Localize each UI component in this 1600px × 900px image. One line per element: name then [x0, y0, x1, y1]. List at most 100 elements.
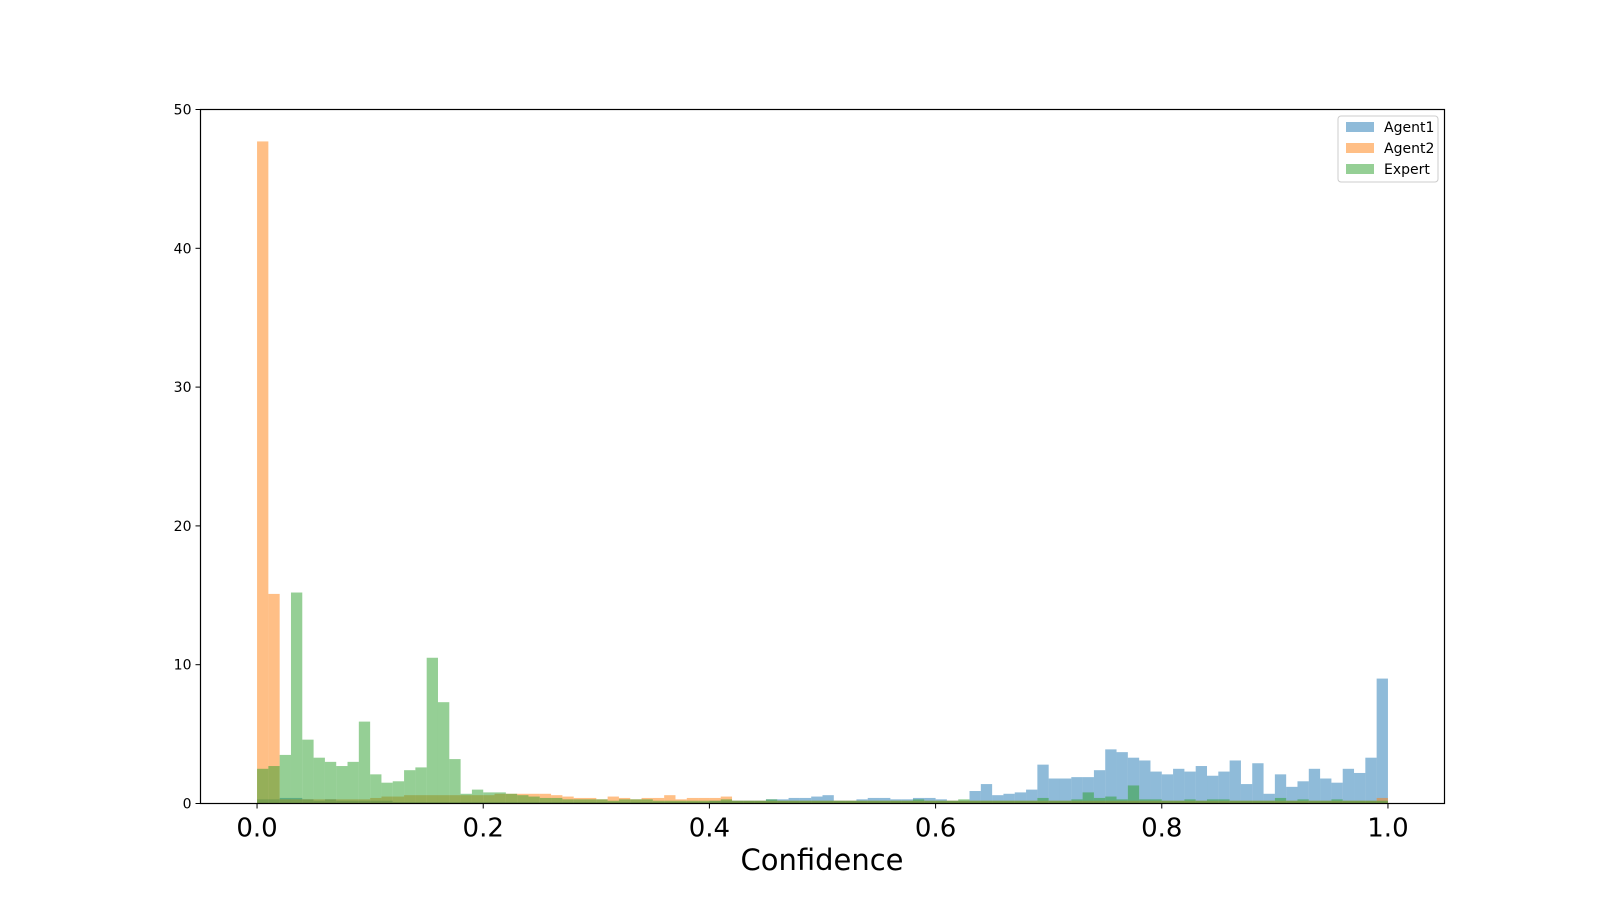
bar-expert-41 — [720, 799, 733, 804]
bar-expert-32 — [618, 799, 631, 804]
series-expert — [257, 592, 1388, 804]
bar-expert-95 — [1331, 799, 1343, 804]
bar-expert-49 — [811, 800, 823, 804]
bar-agent1-93 — [1308, 768, 1321, 804]
bar-expert-50 — [822, 800, 834, 804]
bar-expert-61 — [946, 800, 959, 804]
x-tick-label: 1.0 — [1367, 814, 1408, 844]
bar-expert-82 — [1184, 799, 1196, 804]
bar-expert-42 — [732, 800, 744, 804]
bar-expert-90 — [1274, 797, 1287, 804]
legend-swatch-expert — [1346, 164, 1374, 174]
bar-expert-31 — [607, 800, 619, 804]
bar-agent1-90 — [1274, 774, 1287, 804]
bar-expert-89 — [1263, 800, 1275, 804]
bar-expert-11 — [381, 782, 393, 804]
bar-expert-25 — [539, 797, 552, 804]
bar-agent1-49 — [811, 796, 823, 804]
bar-expert-91 — [1286, 800, 1298, 804]
bar-expert-86 — [1229, 800, 1241, 804]
bar-agent1-79 — [1150, 771, 1162, 804]
bar-expert-55 — [879, 800, 891, 804]
bar-agent1-86 — [1229, 760, 1241, 804]
bar-expert-4 — [302, 739, 314, 804]
bar-agent1-87 — [1240, 784, 1253, 804]
legend-label-agent1: Agent1 — [1384, 120, 1434, 136]
bar-expert-16 — [437, 702, 450, 804]
bar-agent1-64 — [980, 784, 993, 804]
bar-expert-54 — [867, 800, 880, 804]
bar-agent1-81 — [1173, 768, 1185, 804]
bar-agent1-76 — [1116, 752, 1128, 804]
bar-expert-34 — [641, 799, 653, 804]
bar-expert-94 — [1320, 800, 1332, 804]
bar-expert-45 — [765, 799, 778, 804]
bar-expert-2 — [279, 754, 291, 804]
bar-expert-81 — [1173, 800, 1185, 804]
bar-agent1-63 — [969, 791, 981, 804]
bar-expert-33 — [630, 799, 642, 804]
bar-expert-17 — [449, 759, 461, 804]
bar-expert-77 — [1127, 785, 1140, 804]
legend-label-expert: Expert — [1384, 162, 1430, 178]
bar-agent1-80 — [1161, 774, 1174, 804]
bar-agent1-91 — [1286, 786, 1298, 804]
bar-expert-46 — [777, 800, 789, 804]
bar-agent1-96 — [1342, 768, 1355, 804]
bar-agent1-68 — [1026, 789, 1038, 804]
bar-expert-79 — [1150, 799, 1162, 804]
bar-agent2-1 — [268, 593, 280, 804]
bar-expert-74 — [1093, 797, 1106, 804]
bar-agent1-65 — [992, 795, 1004, 804]
legend-swatch-agent2 — [1346, 143, 1374, 153]
bar-expert-93 — [1308, 800, 1321, 804]
bar-expert-1 — [268, 766, 280, 804]
bar-expert-29 — [585, 799, 597, 804]
bar-agent1-98 — [1365, 757, 1377, 804]
legend-swatch-agent1 — [1346, 122, 1374, 132]
bar-agent1-50 — [822, 795, 834, 804]
bar-expert-28 — [573, 799, 586, 804]
bar-expert-66 — [1003, 800, 1015, 804]
bar-agent1-72 — [1071, 777, 1083, 804]
bar-expert-64 — [980, 800, 993, 804]
bar-agent2-0 — [257, 141, 269, 804]
bar-expert-39 — [698, 800, 710, 804]
x-tick-label: 0.2 — [463, 814, 504, 844]
bar-expert-27 — [562, 799, 574, 804]
y-tick-label: 40 — [174, 241, 192, 257]
bar-expert-26 — [551, 797, 563, 804]
bar-agent1-82 — [1184, 771, 1196, 804]
bar-expert-0 — [257, 768, 269, 804]
bar-expert-60 — [935, 800, 947, 804]
bar-expert-75 — [1105, 796, 1117, 804]
bar-expert-48 — [799, 800, 812, 804]
bar-expert-83 — [1195, 800, 1208, 804]
bar-expert-38 — [686, 800, 699, 804]
bar-agent1-71 — [1059, 778, 1072, 804]
bar-expert-15 — [426, 657, 438, 804]
bar-agent1-84 — [1207, 775, 1219, 804]
bar-expert-12 — [392, 781, 405, 804]
x-axis-title: Confidence — [740, 843, 903, 877]
bar-expert-98 — [1365, 800, 1377, 804]
bar-expert-97 — [1354, 800, 1366, 804]
bar-expert-88 — [1252, 800, 1264, 804]
bar-expert-70 — [1048, 800, 1060, 804]
bar-expert-71 — [1059, 800, 1072, 804]
legend: Agent1 Agent2 Expert — [1337, 115, 1439, 183]
x-tick-label: 0.0 — [236, 814, 277, 844]
bar-expert-24 — [528, 796, 540, 804]
y-tick-label: 30 — [174, 380, 192, 396]
bar-expert-37 — [675, 800, 687, 804]
bar-agent1-74 — [1093, 770, 1106, 804]
bar-expert-78 — [1139, 799, 1151, 804]
bar-expert-18 — [460, 793, 472, 804]
plot-frame — [199, 108, 1446, 805]
y-tick-label: 10 — [174, 658, 192, 674]
bar-expert-68 — [1026, 800, 1038, 804]
bar-expert-84 — [1207, 799, 1219, 804]
bar-agent1-88 — [1252, 763, 1264, 804]
bar-expert-52 — [845, 800, 857, 804]
